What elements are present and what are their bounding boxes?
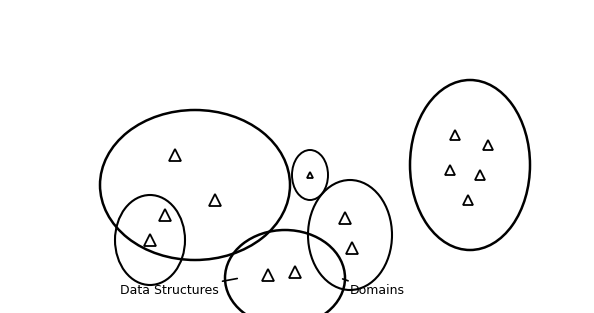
Text: Domains: Domains (343, 279, 405, 297)
Text: Data Structures: Data Structures (120, 279, 237, 297)
